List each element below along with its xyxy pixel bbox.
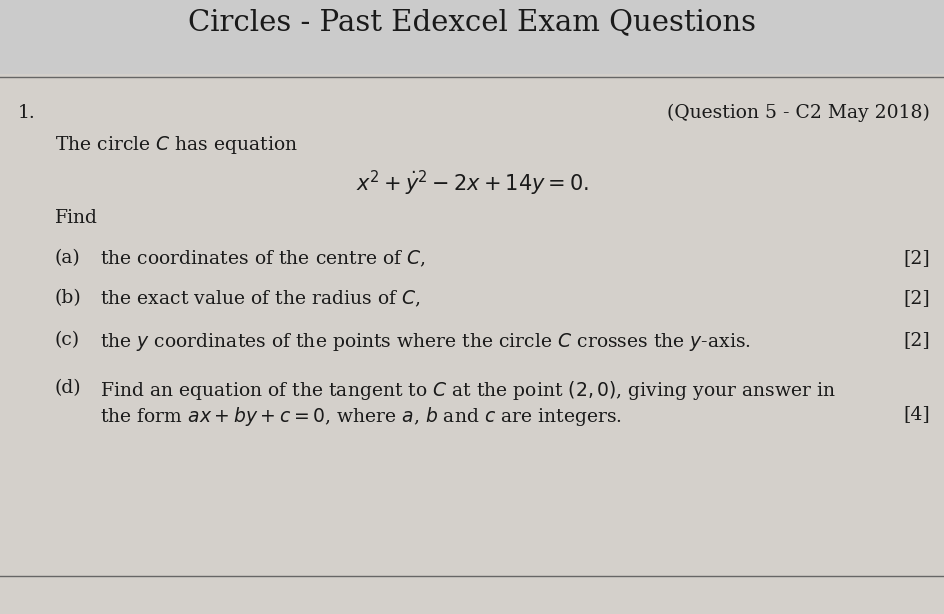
Text: 1.: 1. [18,104,36,122]
Text: (c): (c) [55,331,80,349]
Text: $x^2 + \dot{y}^2 - 2x + 14y = 0.$: $x^2 + \dot{y}^2 - 2x + 14y = 0.$ [355,169,588,198]
Text: the $y$ coordinates of the points where the circle $C$ crosses the $y$-axis.: the $y$ coordinates of the points where … [100,331,750,353]
Text: (a): (a) [55,249,80,267]
Text: The circle $C$ has equation: The circle $C$ has equation [55,134,298,156]
Text: (d): (d) [55,379,81,397]
Text: [2]: [2] [902,289,929,307]
Text: [2]: [2] [902,249,929,267]
Text: (Question 5 - C2 May 2018): (Question 5 - C2 May 2018) [666,104,929,122]
Text: Find an equation of the tangent to $C$ at the point $(2, 0)$, giving your answer: Find an equation of the tangent to $C$ a… [100,379,834,402]
Text: Find: Find [55,209,98,227]
Text: Circles - Past Edexcel Exam Questions: Circles - Past Edexcel Exam Questions [188,8,755,36]
Text: (b): (b) [55,289,82,307]
Text: the coordinates of the centre of $C$,: the coordinates of the centre of $C$, [100,249,425,270]
FancyBboxPatch shape [0,0,944,74]
Text: the exact value of the radius of $C$,: the exact value of the radius of $C$, [100,289,420,309]
Text: the form $ax + by + c = 0$, where $a$, $b$ and $c$ are integers.: the form $ax + by + c = 0$, where $a$, $… [100,405,621,428]
Text: [4]: [4] [902,405,929,423]
Text: [2]: [2] [902,331,929,349]
